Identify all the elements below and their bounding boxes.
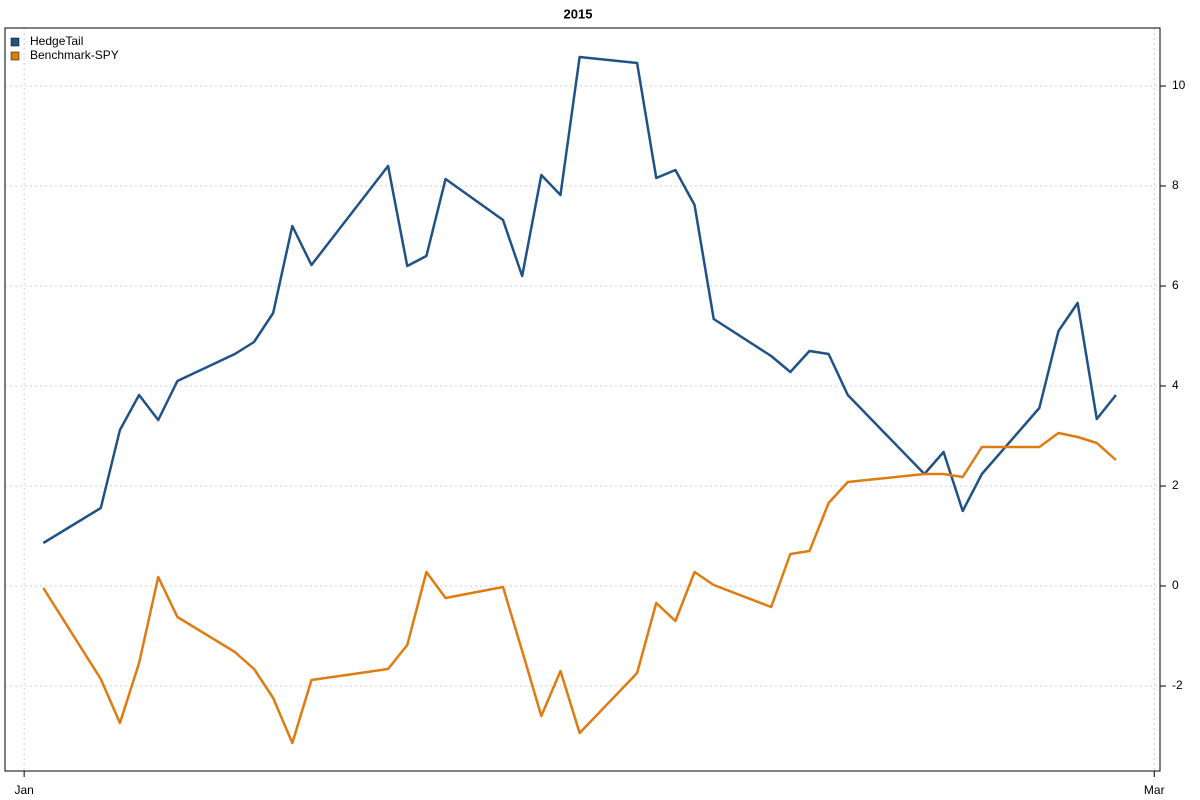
y-tick-label: 0 <box>1172 578 1179 592</box>
x-tick-label: Mar <box>1144 783 1165 797</box>
y-tick-label: 4 <box>1172 378 1179 392</box>
legend-swatch <box>10 51 20 61</box>
series-line <box>42 431 1117 745</box>
y-tick-label: 2 <box>1172 478 1179 492</box>
y-tick-label: 6 <box>1172 278 1179 292</box>
y-tick-label: 8 <box>1172 178 1179 192</box>
y-tick-label: 10 <box>1172 78 1186 92</box>
series-line <box>42 55 1117 545</box>
chart-title: 2015 <box>564 6 593 21</box>
legend-swatch <box>10 37 20 47</box>
plot-frame <box>4 27 1161 772</box>
legend-label: HedgeTail <box>30 34 83 48</box>
legend-label: Benchmark-SPY <box>30 48 119 62</box>
x-tick-label: Jan <box>14 783 33 797</box>
y-tick-label: -2 <box>1172 678 1183 692</box>
